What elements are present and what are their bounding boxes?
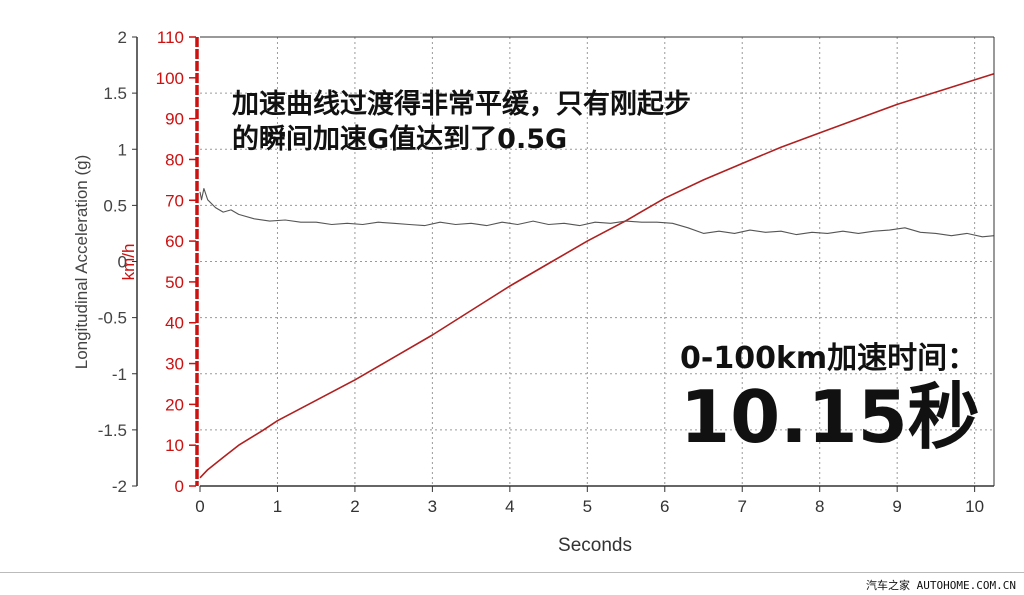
x-tick-label: 10	[965, 497, 984, 516]
annotation-line-1: 加速曲线过渡得非常平缓，只有刚起步	[232, 88, 691, 120]
y-left-tick-label: 2	[118, 28, 127, 47]
footer-divider	[0, 572, 1024, 573]
annotation-time-label: 0-100km加速时间：	[680, 341, 977, 376]
y-left-tick-label: -1	[112, 365, 127, 384]
footer-watermark: 汽车之家 AUTOHOME.COM.CN	[866, 579, 1016, 592]
y-left-tick-label: 1	[118, 140, 127, 159]
y-left-tick-label: -2	[112, 477, 127, 496]
y-right-tick-label: 0	[175, 477, 184, 496]
x-tick-label: 1	[273, 497, 282, 516]
y-left-tick-label: 0.5	[103, 196, 127, 215]
x-tick-label: 3	[428, 497, 437, 516]
x-axis-title: Seconds	[558, 535, 632, 556]
y-right-tick-label: 80	[165, 150, 184, 169]
x-tick-label: 0	[195, 497, 204, 516]
grid	[200, 37, 994, 486]
y-right-tick-label: 50	[165, 273, 184, 292]
x-tick-label: 2	[350, 497, 359, 516]
acceleration-chart: 0 1 2 3 4 5 6 7 8 9 1021.510.50-0.5-1-1.5-21101009…	[72, 28, 995, 556]
y-right-tick-label: 30	[165, 355, 184, 374]
acceleration-series-line	[199, 187, 995, 238]
y-right-tick-label: 40	[165, 314, 184, 333]
x-tick-label: 8	[815, 497, 824, 516]
y-axis-title-left: Longitudinal Acceleration (g)	[72, 155, 91, 370]
annotation-line-2: 的瞬间加速G值达到了0.5G	[232, 123, 567, 155]
y-right-tick-label: 70	[165, 191, 184, 210]
x-tick-label: 6	[660, 497, 669, 516]
y-right-tick-label: 90	[165, 110, 184, 129]
x-tick-label: 5	[583, 497, 592, 516]
speed-series-line	[199, 72, 995, 479]
y-right-tick-label: 110	[157, 28, 184, 47]
y-left-tick-label: 1.5	[103, 84, 127, 103]
y-right-tick-label: 60	[165, 232, 184, 251]
tick-labels: 0 1 2 3 4 5 6 7 8 9 1021.510.50-0.5-1-1.5-21101009…	[98, 28, 984, 516]
x-tick-label: 4	[505, 497, 514, 516]
y-right-tick-label: 100	[156, 69, 184, 88]
y-left-tick-label: 0	[118, 253, 127, 272]
annotation-time-value: 10.15秒	[680, 375, 980, 459]
y-right-tick-label: 20	[165, 395, 184, 414]
x-tick-label: 7	[738, 497, 747, 516]
series-layer	[199, 72, 995, 479]
x-tick-label: 9	[892, 497, 901, 516]
y-left-tick-label: -1.5	[98, 421, 127, 440]
y-axis-title-right: km/h	[119, 244, 138, 281]
y-left-tick-label: -0.5	[98, 309, 127, 328]
y-right-tick-label: 10	[165, 436, 184, 455]
axes	[132, 36, 995, 492]
